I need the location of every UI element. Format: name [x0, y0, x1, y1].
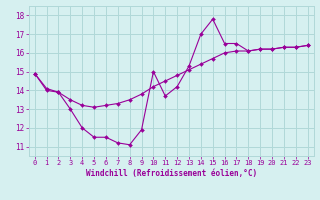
X-axis label: Windchill (Refroidissement éolien,°C): Windchill (Refroidissement éolien,°C) — [86, 169, 257, 178]
